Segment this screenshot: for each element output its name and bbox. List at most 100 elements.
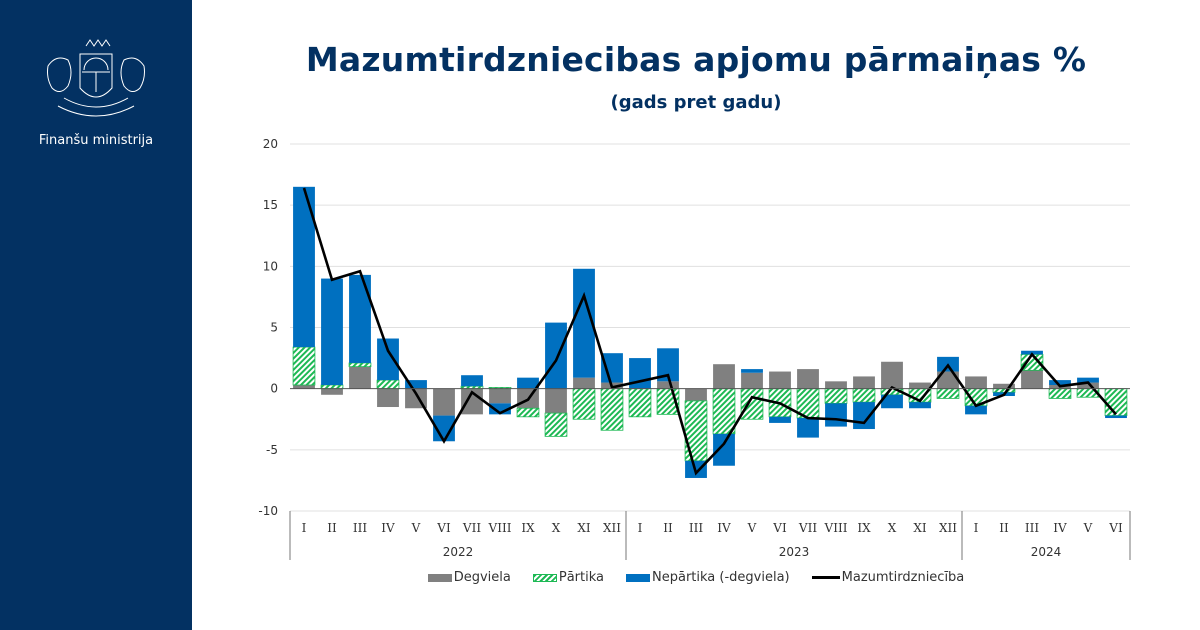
year-label: 2024 xyxy=(1031,545,1062,559)
y-tick-label: 0 xyxy=(270,382,278,396)
bar-nepartika xyxy=(657,348,679,382)
bar-partika xyxy=(516,407,540,418)
bar-degviela xyxy=(797,369,819,389)
bar-nepartika xyxy=(601,353,623,383)
chart-subtitle: (gads pret gadu) xyxy=(610,92,782,113)
bar-partika xyxy=(1048,388,1072,399)
x-tick-label: XII xyxy=(603,521,621,535)
x-tick-label: VI xyxy=(772,521,787,535)
bar-degviela xyxy=(769,371,791,389)
x-tick-label: X xyxy=(888,521,897,535)
x-tick-label: IX xyxy=(521,521,535,535)
bar-nepartika xyxy=(1049,380,1071,385)
bar-degviela xyxy=(349,366,371,389)
x-tick-label: IV xyxy=(1053,521,1067,535)
x-tick-label: VIII xyxy=(488,521,512,535)
year-label: 2022 xyxy=(443,545,474,559)
legend-swatch-nepartika xyxy=(626,573,651,582)
bar-nepartika xyxy=(881,394,903,409)
legend-swatch-degviela xyxy=(427,573,452,582)
legend-label-partika: Pārtika xyxy=(558,570,605,585)
bar-degviela xyxy=(685,388,707,401)
bar-nepartika xyxy=(1077,377,1099,383)
legend-swatch-partika xyxy=(532,573,557,582)
legend-item-mazumtirdznieciba: Mazumtirdzniecība xyxy=(811,570,965,585)
x-tick-label: VIII xyxy=(824,521,848,535)
x-tick-label: IV xyxy=(717,521,731,535)
x-tick-label: XI xyxy=(913,521,927,535)
bar-nepartika xyxy=(1105,415,1127,419)
y-tick-label: 10 xyxy=(263,259,278,273)
x-tick-label: III xyxy=(1025,521,1039,535)
bar-nepartika xyxy=(909,402,931,409)
bar-partika xyxy=(936,388,960,399)
year-label: 2023 xyxy=(779,545,810,559)
bar-degviela xyxy=(489,388,511,404)
bar-degviela xyxy=(825,381,847,389)
x-tick-label: VI xyxy=(436,521,451,535)
bar-degviela xyxy=(1077,382,1099,389)
bar-degviela xyxy=(433,388,455,416)
x-tick-label: II xyxy=(999,521,1009,535)
bar-degviela xyxy=(293,384,315,389)
legend-item-degviela: Degviela xyxy=(427,570,511,585)
chart-legend: Degviela Pārtika Nepārtika (-degviela) M… xyxy=(192,570,1200,585)
bar-degviela xyxy=(965,376,987,389)
x-tick-label: I xyxy=(302,521,307,535)
bar-nepartika xyxy=(965,405,987,415)
bar-degviela xyxy=(713,364,735,389)
bar-degviela xyxy=(545,388,567,414)
bar-nepartika xyxy=(349,274,371,363)
bar-partika xyxy=(740,388,764,420)
x-tick-label: II xyxy=(327,521,337,535)
bar-partika xyxy=(1104,388,1128,416)
bar-partika xyxy=(544,412,568,437)
bar-nepartika xyxy=(461,375,483,387)
bar-degviela xyxy=(741,372,763,389)
ministry-name: Finanšu ministrija xyxy=(38,133,154,148)
bar-nepartika xyxy=(517,377,539,389)
line-mazumtirdznieciba xyxy=(302,187,1117,476)
legend-label-mazumtirdznieciba: Mazumtirdzniecība xyxy=(841,570,965,585)
bar-partika xyxy=(600,388,624,431)
x-tick-label: X xyxy=(552,521,561,535)
x-tick-label: V xyxy=(411,521,421,535)
x-tick-label: II xyxy=(663,521,673,535)
bar-degviela xyxy=(937,371,959,389)
bar-degviela xyxy=(909,382,931,389)
bar-degviela xyxy=(321,388,343,395)
legend-item-nepartika: Nepārtika (-degviela) xyxy=(626,570,790,585)
bar-partika xyxy=(572,388,596,420)
x-tick-label: I xyxy=(974,521,979,535)
bar-nepartika xyxy=(573,268,595,378)
x-tick-label: XII xyxy=(939,521,957,535)
x-tick-label: V xyxy=(1083,521,1093,535)
bar-nepartika xyxy=(741,369,763,373)
y-tick-label: 5 xyxy=(270,321,278,335)
chart-title: Mazumtirdzniecibas apjomu pārmaiņas % xyxy=(305,40,1087,79)
bar-nepartika xyxy=(853,402,875,430)
latvia-coat-of-arms-icon xyxy=(47,39,145,117)
bar-nepartika xyxy=(769,416,791,423)
bar-degviela xyxy=(377,388,399,408)
x-tick-label: III xyxy=(689,521,703,535)
bar-degviela xyxy=(573,377,595,389)
y-tick-label: 15 xyxy=(263,198,278,212)
bar-nepartika xyxy=(797,418,819,438)
bar-degviela xyxy=(657,381,679,389)
x-tick-label: XI xyxy=(577,521,591,535)
bar-nepartika xyxy=(433,415,455,442)
x-tick-label: IV xyxy=(381,521,395,535)
legend-label-nepartika: Nepārtika (-degviela) xyxy=(652,570,790,585)
bar-nepartika xyxy=(405,380,427,389)
bar-degviela xyxy=(881,361,903,389)
x-tick-label: VII xyxy=(798,521,817,535)
bar-nepartika xyxy=(489,403,511,415)
y-tick-label: 20 xyxy=(263,137,278,151)
x-tick-label: I xyxy=(638,521,643,535)
bar-partika xyxy=(852,388,876,403)
bar-degviela xyxy=(993,383,1015,389)
bar-partika xyxy=(348,362,372,368)
y-tick-label: -10 xyxy=(258,504,278,518)
